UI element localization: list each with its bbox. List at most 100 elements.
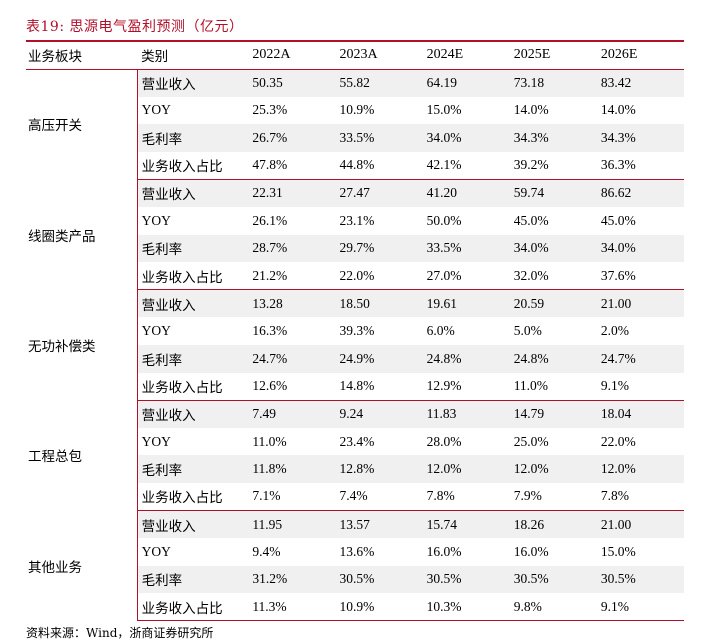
table-row: 工程总包 营业收入 7.49 9.24 11.83 14.79 18.04	[26, 400, 684, 511]
value-cell: 11.0%	[509, 372, 597, 401]
value-cell: 33.5%	[335, 124, 423, 152]
value-cell: 2.0%	[600, 323, 629, 339]
row-label: 毛利率	[137, 234, 249, 263]
forecast-table: 业务板块 类别 2022A 2023A 2024E 2025E 2026E 高压…	[26, 41, 684, 622]
value-cell: 9.24	[335, 400, 423, 428]
value-cell: 15.0%	[600, 543, 636, 559]
value-cell: 30.5%	[509, 565, 597, 594]
row-label: 营业收入	[137, 510, 249, 539]
value-cell: 7.8%	[422, 482, 510, 511]
row-label: YOY	[141, 433, 171, 449]
row-label: 营业收入	[137, 69, 249, 97]
value-cell: 24.7%	[248, 344, 336, 373]
value-cell: 10.3%	[422, 593, 510, 622]
value-cell: 12.0%	[509, 455, 597, 483]
value-cell: 32.0%	[509, 262, 597, 291]
header-year: 2026E	[596, 41, 684, 70]
header-year: 2025E	[509, 41, 597, 70]
value-cell: 45.0%	[600, 212, 636, 228]
table-row: YOY 25.3% 10.9% 15.0% 14.0% 14.0%	[26, 97, 684, 125]
value-cell: 19.61	[422, 289, 510, 318]
table-row: 毛利率 31.2% 30.5% 30.5% 30.5% 30.5%	[26, 565, 684, 594]
row-label: 业务收入占比	[137, 262, 249, 291]
value-cell: 15.74	[422, 510, 510, 539]
table-row: 业务收入占比 12.6% 14.8% 12.9% 11.0% 9.1%	[26, 372, 684, 401]
value-cell: 55.82	[335, 69, 423, 97]
value-cell: 9.8%	[509, 593, 597, 622]
value-cell: 20.59	[509, 289, 597, 318]
value-cell: 12.9%	[422, 372, 510, 401]
row-label: 业务收入占比	[137, 151, 249, 180]
row-label: 营业收入	[137, 179, 249, 207]
value-cell: 34.3%	[509, 124, 597, 152]
row-label: YOY	[141, 543, 171, 559]
value-cell: 28.7%	[248, 234, 336, 263]
value-cell: 10.9%	[335, 593, 423, 622]
value-cell: 37.6%	[596, 262, 684, 291]
value-cell: 34.0%	[422, 124, 510, 152]
value-cell: 47.8%	[248, 151, 336, 180]
value-cell: 16.0%	[513, 543, 549, 559]
value-cell: 27.0%	[422, 262, 510, 291]
value-cell: 22.31	[248, 179, 336, 207]
row-label: 毛利率	[137, 124, 249, 152]
value-cell: 25.0%	[513, 433, 549, 449]
value-cell: 44.8%	[335, 151, 423, 180]
value-cell: 13.57	[335, 510, 423, 539]
header-segment: 业务板块	[26, 41, 138, 70]
row-label: YOY	[141, 323, 171, 339]
value-cell: 7.4%	[335, 482, 423, 511]
header-category: 类别	[137, 41, 249, 70]
value-cell: 39.3%	[339, 323, 375, 339]
value-cell: 73.18	[509, 69, 597, 97]
segment-name: 无功补偿类	[26, 289, 138, 401]
table-row: 线圈类产品 营业收入 22.31 27.47 41.20 59.74 86.62	[26, 179, 684, 290]
value-cell: 39.2%	[509, 151, 597, 180]
value-cell: 7.8%	[596, 482, 684, 511]
table-title: 表19: 思源电气盈利预测（亿元）	[26, 19, 244, 35]
value-cell: 64.19	[422, 69, 510, 97]
source-note: 资料来源：Wind，浙商证券研究所	[26, 626, 214, 640]
value-cell: 31.2%	[248, 565, 336, 594]
value-cell: 30.5%	[335, 565, 423, 594]
row-label: 营业收入	[137, 400, 249, 428]
value-cell: 12.0%	[422, 455, 510, 483]
value-cell: 34.0%	[509, 234, 597, 263]
value-cell: 18.04	[596, 400, 684, 428]
value-cell: 6.0%	[426, 323, 455, 339]
value-cell: 11.3%	[248, 593, 336, 622]
value-cell: 11.0%	[252, 433, 287, 449]
table-row: 无功补偿类 营业收入 13.28 18.50 19.61 20.59 21.00	[26, 289, 684, 401]
value-cell: 18.26	[509, 510, 597, 539]
table-row: 毛利率 24.7% 24.9% 24.8% 24.8% 24.7%	[26, 344, 684, 373]
table-row: 业务收入占比 21.2% 22.0% 27.0% 32.0% 37.6%	[26, 262, 684, 291]
header-year: 2023A	[335, 41, 423, 70]
value-cell: 50.35	[248, 69, 336, 97]
row-label: 毛利率	[137, 565, 249, 594]
value-cell: 14.0%	[600, 102, 636, 118]
table-row: 高压开关 营业收入 50.35 55.82 64.19 73.18 83.42	[26, 69, 684, 180]
header-row: 业务板块 类别 2022A 2023A 2024E 2025E 2026E	[26, 41, 684, 70]
value-cell: 23.4%	[339, 433, 375, 449]
table-row: 毛利率 11.8% 12.8% 12.0% 12.0% 12.0%	[26, 455, 684, 483]
value-cell: 59.74	[509, 179, 597, 207]
value-cell: 12.0%	[596, 455, 684, 483]
segment-name: 线圈类产品	[26, 179, 138, 290]
value-cell: 7.9%	[509, 482, 597, 511]
table-row: 毛利率 26.7% 33.5% 34.0% 34.3% 34.3%	[26, 124, 684, 152]
value-cell: 16.3%	[252, 323, 288, 339]
value-cell: 24.7%	[596, 344, 684, 373]
row-label: 营业收入	[137, 289, 249, 318]
value-cell: 45.0%	[513, 212, 549, 228]
table-body: 高压开关 营业收入 50.35 55.82 64.19 73.18 83.42 YOY 25.3…	[26, 69, 684, 622]
value-cell: 21.00	[596, 510, 684, 539]
value-cell: 25.3%	[252, 102, 288, 118]
value-cell: 28.0%	[426, 433, 462, 449]
value-cell: 15.0%	[426, 102, 462, 118]
row-label: 业务收入占比	[137, 482, 249, 511]
value-cell: 29.7%	[335, 234, 423, 263]
segment-name: 其他业务	[26, 510, 138, 621]
segment-name: 工程总包	[26, 400, 138, 511]
value-cell: 14.79	[509, 400, 597, 428]
value-cell: 83.42	[596, 69, 684, 97]
